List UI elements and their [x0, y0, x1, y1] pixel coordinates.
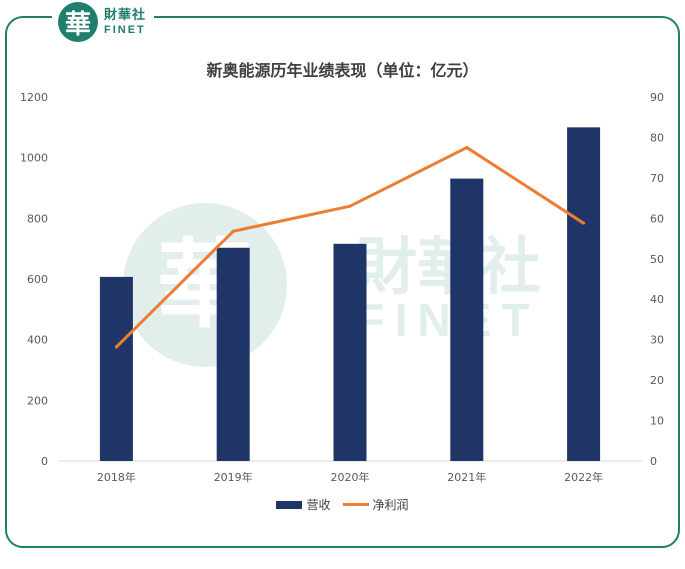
left-tick-label: 1000	[20, 152, 48, 165]
x-axis-labels: 2018年 2019年 2020年 2021年 2022年	[97, 470, 603, 484]
legend: 营收 净利润	[0, 496, 685, 513]
left-tick-label: 0	[41, 455, 48, 468]
logo-emblem: 華	[58, 2, 98, 42]
right-tick-label: 20	[650, 374, 664, 387]
legend-swatch-line	[342, 503, 369, 506]
revenue-bar	[99, 276, 133, 461]
watermark: 華 財華社 FINET	[123, 203, 541, 367]
legend-label-revenue: 营收	[306, 498, 331, 512]
x-tick-label: 2019年	[214, 470, 253, 484]
chart-title: 新奥能源历年业绩表现（单位：亿元）	[206, 61, 479, 80]
right-tick-label: 50	[650, 253, 664, 266]
revenue-bar	[216, 247, 250, 461]
x-tick-label: 2022年	[564, 470, 603, 484]
right-tick-label: 60	[650, 212, 664, 225]
logo-text: 財華社 FINET	[104, 9, 146, 36]
legend-label-net-profit: 净利润	[372, 498, 409, 512]
legend-item-net-profit: 净利润	[342, 496, 409, 513]
right-tick-label: 70	[650, 172, 664, 185]
net-profit-point	[465, 146, 469, 150]
right-tick-label: 80	[650, 131, 664, 144]
left-tick-label: 800	[27, 212, 48, 225]
legend-swatch-bar	[276, 500, 303, 509]
right-tick-label: 40	[650, 293, 664, 306]
revenue-bar	[333, 243, 367, 461]
right-tick-label: 10	[650, 415, 664, 428]
right-axis: 0 10 20 30 40 50 60 70 80 90	[650, 91, 664, 468]
left-axis: 0 200 400 600 800 1000 1200	[20, 91, 48, 468]
bar-series	[99, 127, 601, 461]
x-tick-label: 2020年	[331, 470, 370, 484]
revenue-bar	[450, 178, 484, 461]
watermark-name-en: FINET	[357, 294, 540, 346]
watermark-name-cn: 財華社	[355, 230, 541, 303]
left-tick-label: 400	[27, 334, 48, 347]
logo-name-en: FINET	[104, 23, 146, 36]
left-tick-label: 1200	[20, 91, 48, 104]
line-series	[114, 146, 586, 349]
right-tick-label: 0	[650, 455, 657, 468]
right-tick-label: 30	[650, 334, 664, 347]
x-tick-label: 2018年	[97, 470, 136, 484]
revenue-bar	[567, 127, 601, 461]
net-profit-point	[582, 221, 586, 225]
left-tick-label: 200	[27, 394, 48, 407]
right-tick-label: 90	[650, 91, 664, 104]
finet-logo: 華 財華社 FINET	[52, 0, 155, 44]
net-profit-point	[231, 229, 235, 233]
net-profit-point	[348, 204, 352, 208]
legend-item-revenue: 营收	[276, 496, 331, 513]
logo-name-cn: 財華社	[104, 7, 147, 23]
x-tick-label: 2021年	[447, 470, 486, 484]
left-tick-label: 600	[27, 273, 48, 286]
net-profit-point	[114, 345, 118, 349]
